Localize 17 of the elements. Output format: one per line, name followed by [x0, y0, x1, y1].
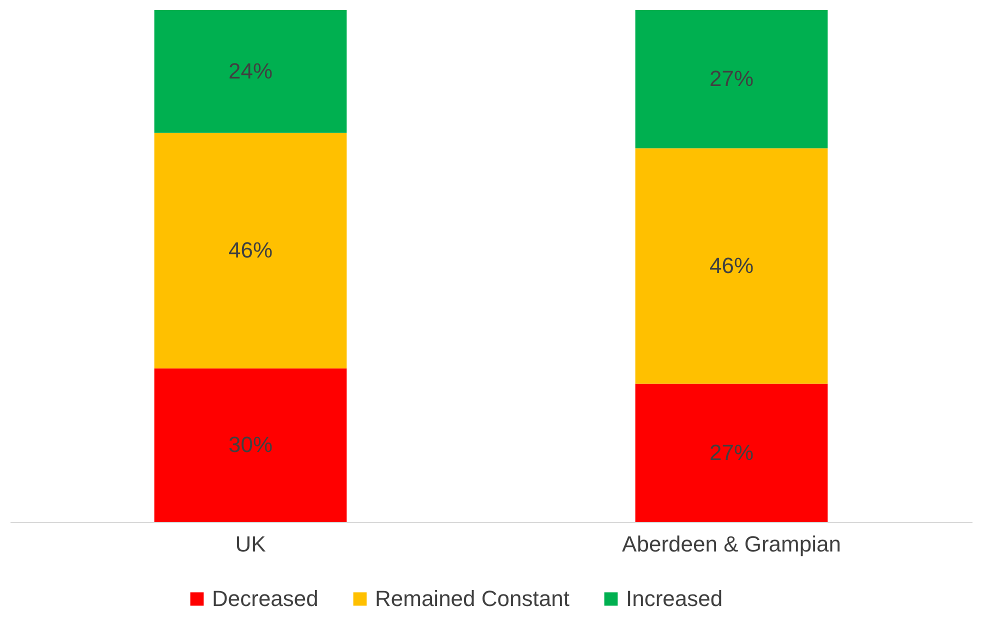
bar — [635, 384, 828, 522]
x-tick-label: UK — [235, 532, 266, 556]
data-label: 46% — [709, 253, 754, 278]
data-label: 46% — [228, 238, 273, 263]
data-label: 24% — [228, 58, 273, 84]
bar — [154, 10, 347, 133]
data-label: 27% — [709, 66, 754, 92]
data-label: 27% — [709, 440, 754, 465]
bar — [635, 10, 828, 148]
bar — [635, 148, 828, 384]
x-tick-label: Aberdeen & Grampian — [622, 532, 841, 556]
legend-label: Decreased — [212, 586, 318, 611]
data-label: 30% — [228, 432, 273, 458]
legend-label: Increased — [626, 586, 723, 611]
legend-label: Remained Constant — [375, 586, 570, 611]
bar — [154, 368, 347, 522]
bar — [154, 132, 347, 368]
